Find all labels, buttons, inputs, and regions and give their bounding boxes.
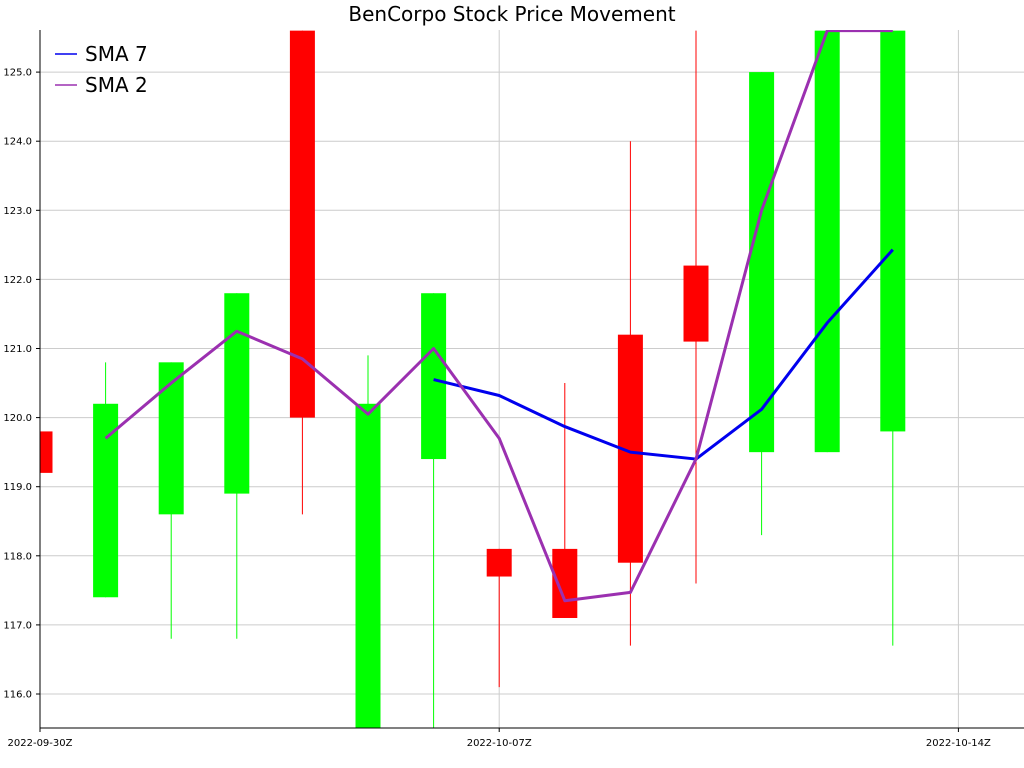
y-tick-label: 117.0 [3,620,32,631]
y-tick-label: 121.0 [3,344,32,355]
plot-area [40,30,906,728]
candle-body [486,548,512,577]
x-tick-label: 2022-09-30Z [8,738,73,749]
x-tick-label: 2022-10-07Z [467,738,532,749]
y-tick-label: 124.0 [3,137,32,148]
candle-body [355,403,381,728]
y-tick-label: 122.0 [3,275,32,286]
line-sma-2 [104,30,893,603]
candle-body [880,30,906,432]
y-tick-label: 119.0 [3,482,32,493]
candle-body [421,293,447,460]
candle-body [749,72,775,453]
candle-body [40,431,53,473]
candle-body [814,30,840,453]
line-sma-7 [433,248,894,461]
candle-body [158,362,184,515]
y-tick-label: 116.0 [3,690,32,701]
legend-label: SMA 7 [85,42,148,66]
candle-body [552,548,578,618]
candle-body [93,403,119,598]
candle-body [289,30,315,418]
y-tick-label: 118.0 [3,551,32,562]
y-tick-label: 125.0 [3,68,32,79]
chart-title: BenCorpo Stock Price Movement [348,2,676,26]
y-tick-label: 120.0 [3,413,32,424]
legend-label: SMA 2 [85,73,148,97]
candle-body [224,293,250,494]
x-tick-label: 2022-10-14Z [926,738,991,749]
candle-body [683,265,709,342]
y-tick-label: 123.0 [3,206,32,217]
